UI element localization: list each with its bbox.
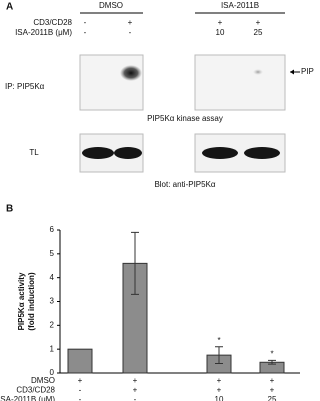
row-value: 25 bbox=[268, 395, 277, 401]
significance: * bbox=[217, 336, 220, 345]
band bbox=[82, 147, 114, 159]
panel-label: B bbox=[6, 204, 13, 215]
band bbox=[114, 147, 142, 159]
blot-label: Blot: anti-PIP5Kα bbox=[154, 180, 215, 189]
band bbox=[244, 147, 280, 159]
error-bar bbox=[131, 231, 139, 295]
row-label: ISA-2011B (μM) bbox=[15, 28, 72, 37]
arrow-label: PIP2 bbox=[301, 67, 314, 76]
row-value: - bbox=[79, 386, 82, 395]
row-value: + bbox=[78, 376, 83, 385]
row-value: + bbox=[270, 376, 275, 385]
row-value: 25 bbox=[254, 28, 263, 37]
y-tick-label: 2 bbox=[50, 320, 55, 329]
y-axis-title: PIP5Kα activity (fold induction) bbox=[17, 272, 36, 331]
row-value: + bbox=[217, 386, 222, 395]
row-value: - bbox=[84, 18, 87, 27]
row-value: + bbox=[270, 386, 275, 395]
panel-label: A bbox=[6, 2, 13, 13]
y-tick-label: 0 bbox=[50, 368, 55, 377]
row-value: + bbox=[133, 386, 138, 395]
y-tick-label: 1 bbox=[50, 344, 55, 353]
blot-spot bbox=[120, 65, 142, 81]
error-bar bbox=[268, 359, 276, 365]
ip-label: IP: PIP5Kα bbox=[5, 82, 45, 91]
row-value: - bbox=[134, 395, 137, 401]
bar bbox=[67, 348, 93, 374]
row-value: + bbox=[217, 376, 222, 385]
blot bbox=[79, 54, 144, 111]
y-tick-label: 6 bbox=[50, 225, 55, 234]
row-label: ISA-2011B (μM) bbox=[0, 395, 55, 401]
arrow-head bbox=[290, 69, 294, 75]
tl-label: TL bbox=[29, 148, 39, 157]
row-label: DMSO bbox=[31, 376, 55, 385]
y-label: PIP5Kα activity bbox=[17, 272, 26, 330]
blot-spot bbox=[253, 69, 263, 75]
y-tick-label: 4 bbox=[50, 273, 55, 282]
row-label: CD3/CD28 bbox=[16, 386, 55, 395]
group-label: ISA-2011B bbox=[221, 1, 259, 10]
row-value: 10 bbox=[215, 395, 224, 401]
row-value: + bbox=[218, 18, 223, 27]
band bbox=[202, 147, 238, 159]
y-tick-label: 5 bbox=[50, 249, 55, 258]
row-value: + bbox=[133, 376, 138, 385]
row-value: - bbox=[129, 28, 132, 37]
error-bar bbox=[215, 346, 223, 364]
assay-label: PIP5Kα kinase assay bbox=[147, 114, 223, 123]
row-value: + bbox=[256, 18, 261, 27]
y-tick-label: 3 bbox=[50, 297, 55, 306]
row-value: - bbox=[84, 28, 87, 37]
y-label: (fold induction) bbox=[27, 272, 36, 331]
blot bbox=[194, 54, 286, 111]
group-label: DMSO bbox=[99, 1, 123, 10]
row-value: 10 bbox=[216, 28, 225, 37]
significance: * bbox=[270, 349, 273, 358]
row-label: CD3/CD28 bbox=[33, 18, 72, 27]
row-value: - bbox=[79, 395, 82, 401]
row-value: + bbox=[128, 18, 133, 27]
